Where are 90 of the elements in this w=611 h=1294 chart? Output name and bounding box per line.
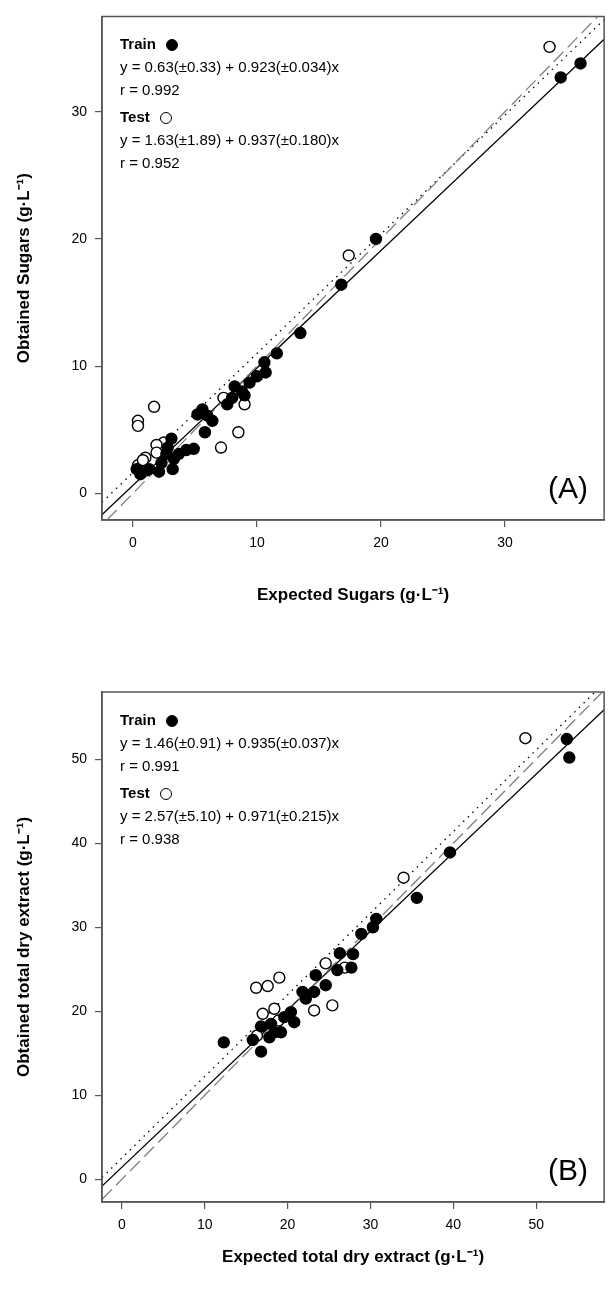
annotation: y = 1.63(±1.89) + 0.937(±0.180)x — [120, 130, 340, 151]
annotation: y = 2.57(±5.10) + 0.971(±0.215)x — [120, 806, 340, 826]
point — [319, 957, 332, 970]
point — [268, 1002, 281, 1015]
point — [270, 347, 284, 360]
point — [355, 927, 368, 941]
y-tick-label: 20 — [71, 1002, 88, 1019]
point — [307, 1004, 321, 1017]
point — [309, 968, 322, 982]
x-tick-label: 0 — [117, 1216, 126, 1233]
annotation: r = 0.938 — [120, 829, 181, 849]
point — [243, 376, 256, 389]
point — [261, 979, 274, 993]
point — [346, 947, 360, 961]
legend-label: Train — [120, 35, 156, 53]
point — [256, 1007, 269, 1020]
y-tick-label: 30 — [71, 102, 88, 119]
text: (B) — [548, 1153, 589, 1187]
point — [410, 891, 424, 905]
annotation: r = 0.992 — [120, 80, 181, 101]
point — [543, 40, 556, 54]
x-axis-title: Expected total dry extract (g·L⁻¹) — [222, 1247, 485, 1267]
annotation: r = 0.952 — [120, 153, 181, 174]
y-axis-title: Obtained total dry extract (g·L⁻¹) — [13, 816, 33, 1078]
legend-label: Train — [120, 711, 156, 728]
text: (A) — [548, 471, 589, 505]
point — [333, 947, 346, 960]
point — [214, 441, 228, 454]
point — [563, 751, 576, 764]
point — [254, 1020, 268, 1033]
point — [131, 419, 145, 433]
point — [307, 985, 321, 999]
point — [335, 278, 348, 291]
point — [331, 963, 344, 977]
y-axis-title: Obtained Sugars (g·L⁻¹) — [13, 173, 33, 364]
y-tick-label: 0 — [79, 484, 88, 501]
point — [273, 971, 286, 984]
point — [519, 732, 532, 745]
x-tick-label: 10 — [249, 534, 265, 551]
x-tick-label: 10 — [196, 1216, 213, 1233]
legend-label: Test — [120, 784, 150, 801]
y-tick-label: 20 — [71, 229, 88, 246]
annotation: y = 0.63(±0.33) + 0.923(±0.034)x — [120, 57, 340, 78]
x-tick-label: 0 — [129, 534, 138, 551]
point — [166, 462, 179, 476]
y-tick-label: 30 — [71, 918, 88, 935]
point — [369, 232, 383, 246]
point — [443, 846, 457, 859]
point — [278, 1010, 291, 1024]
point — [288, 1016, 301, 1029]
point — [342, 249, 355, 262]
x-tick-label: 20 — [279, 1216, 296, 1233]
point — [217, 1036, 230, 1049]
x-axis-title: Expected Sugars (g·L⁻¹) — [257, 585, 450, 605]
point — [319, 979, 332, 992]
annotation: y = 1.46(±0.91) + 0.935(±0.037)x — [120, 733, 340, 753]
legend-label: Test — [120, 108, 150, 126]
y-tick-label: 10 — [71, 1086, 88, 1103]
x-tick-label: 20 — [373, 534, 389, 551]
point — [254, 1045, 268, 1058]
y-tick-label: 40 — [71, 834, 88, 851]
point — [560, 732, 574, 746]
x-tick-label: 50 — [528, 1216, 545, 1233]
point — [221, 398, 234, 411]
point — [130, 462, 143, 476]
point — [238, 389, 251, 402]
point — [147, 400, 161, 414]
point — [345, 961, 358, 974]
x-tick-label: 30 — [497, 534, 513, 551]
point — [326, 999, 339, 1012]
x-tick-label: 30 — [362, 1216, 379, 1233]
y-tick-label: 50 — [71, 750, 88, 767]
point — [228, 380, 241, 393]
point — [397, 871, 410, 884]
point — [258, 356, 271, 369]
point — [246, 1033, 259, 1047]
y-tick-label: 10 — [71, 356, 88, 373]
point — [232, 426, 245, 439]
point — [294, 326, 307, 340]
point — [299, 992, 313, 1005]
point — [554, 71, 567, 84]
point — [574, 57, 587, 70]
annotation: r = 0.991 — [120, 756, 181, 776]
y-tick-label: 0 — [79, 1170, 88, 1187]
point — [206, 414, 219, 428]
x-tick-label: 40 — [445, 1216, 462, 1233]
point — [152, 465, 166, 478]
point — [366, 921, 380, 934]
point — [198, 426, 212, 439]
point — [249, 981, 263, 994]
